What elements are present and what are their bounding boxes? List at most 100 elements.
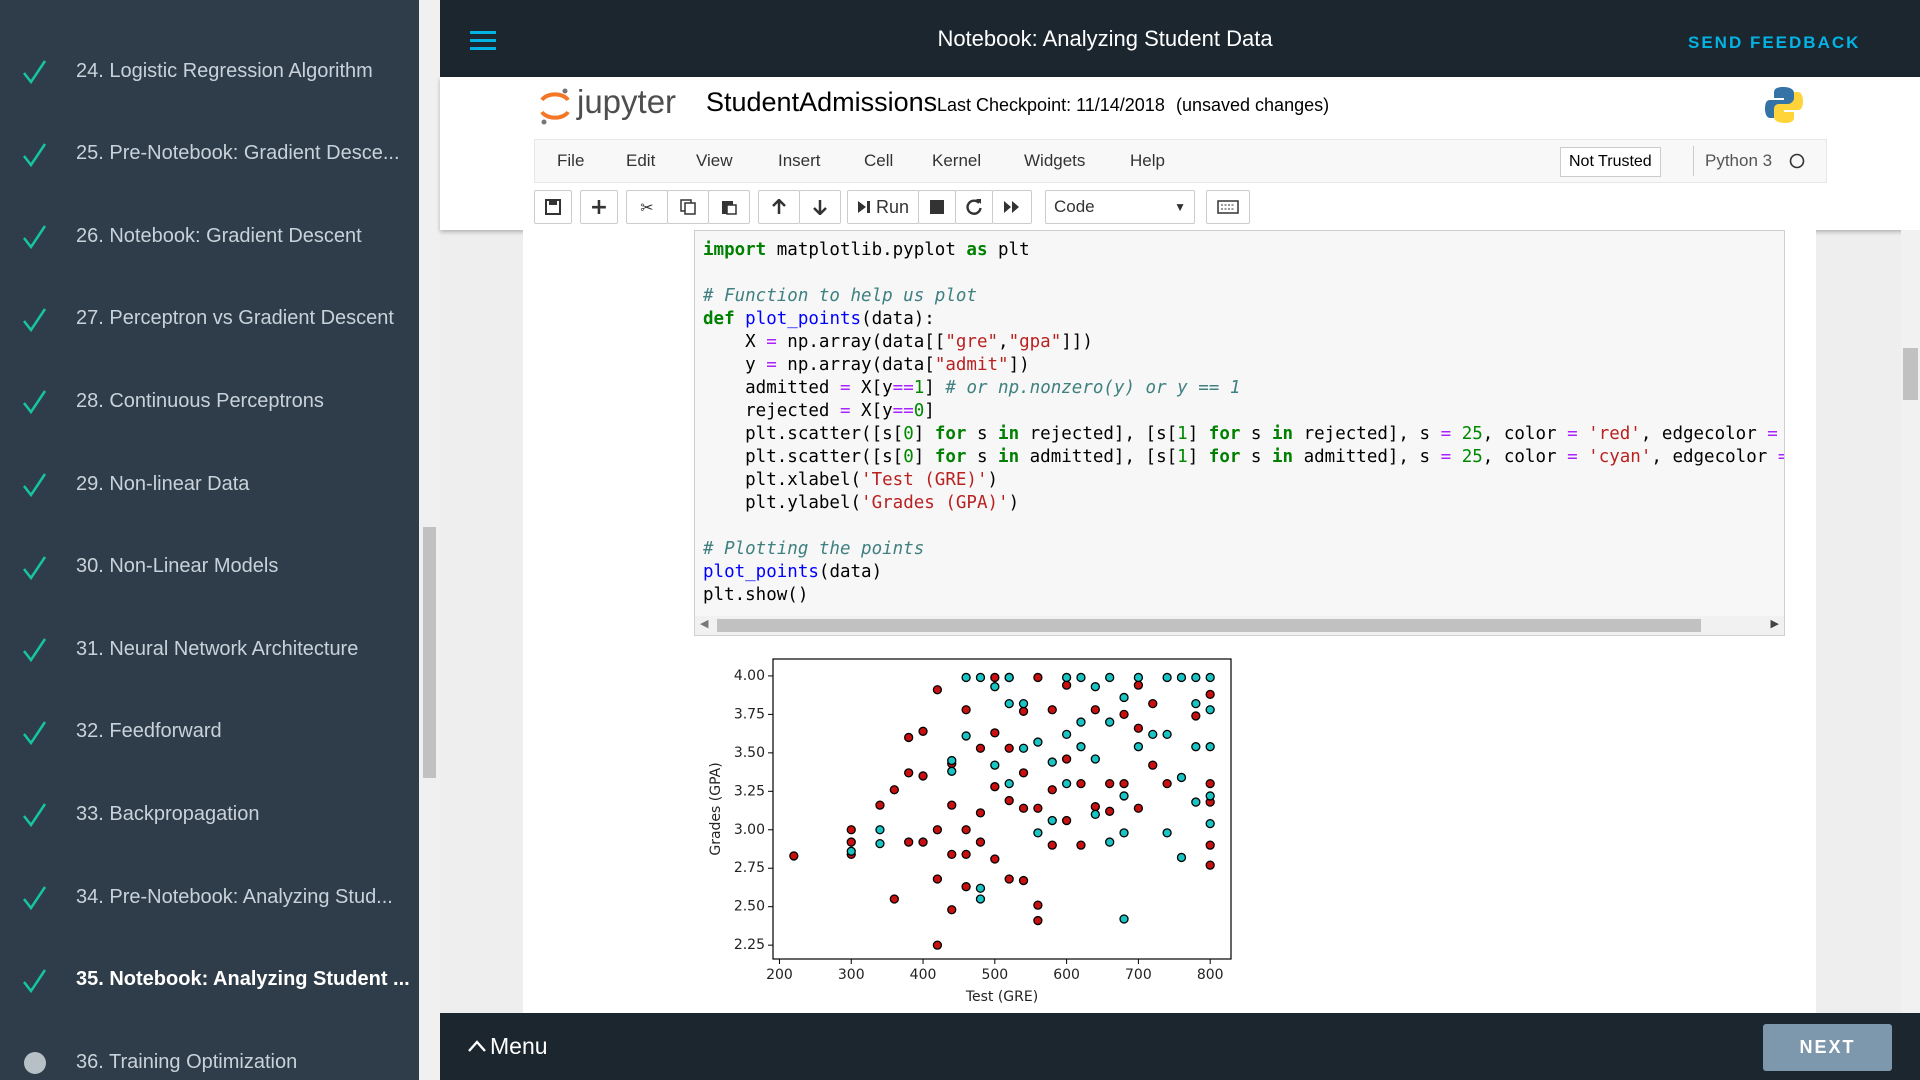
status-icon bbox=[23, 803, 47, 828]
trusted-indicator[interactable]: Not Trusted bbox=[1560, 147, 1661, 177]
page-scroll-thumb[interactable] bbox=[1903, 348, 1918, 400]
sidebar-item[interactable]: 31. Neural Network Architecture bbox=[0, 619, 419, 679]
scatter-point bbox=[1119, 692, 1129, 703]
next-button[interactable]: NEXT bbox=[1763, 1024, 1892, 1071]
hamburger[interactable] bbox=[470, 30, 496, 52]
sidebar-item[interactable]: 24. Logistic Regression Algorithm bbox=[0, 41, 419, 101]
menu-item[interactable]: View bbox=[696, 151, 733, 170]
y-tick-label: 4.00 bbox=[734, 668, 765, 684]
scatter-point bbox=[1018, 803, 1029, 813]
scatter-point bbox=[846, 825, 856, 835]
send-feedback[interactable]: SEND FEEDBACK bbox=[1688, 33, 1861, 52]
scatter-point bbox=[961, 849, 971, 860]
sidebar-item[interactable]: 26. Notebook: Gradient Descent bbox=[0, 206, 419, 266]
scatter-point bbox=[1033, 672, 1043, 683]
cell-type-select[interactable]: Code ▼ bbox=[1045, 190, 1195, 224]
menu-item[interactable]: Insert bbox=[778, 151, 821, 170]
scatter-point bbox=[1148, 698, 1158, 709]
move-up-button[interactable] bbox=[758, 190, 800, 224]
menu-item[interactable]: Widgets bbox=[1024, 151, 1086, 170]
scatter-point bbox=[1105, 837, 1115, 847]
scatter-point bbox=[932, 825, 943, 835]
keyboard-button[interactable] bbox=[1206, 190, 1250, 224]
restart-button[interactable] bbox=[955, 190, 993, 224]
menu-button[interactable]: Menu bbox=[490, 1033, 548, 1059]
scatter-point bbox=[1105, 806, 1115, 816]
scatter-point bbox=[947, 849, 957, 860]
sidebar-item[interactable]: 28. Continuous Perceptrons bbox=[0, 371, 419, 431]
menu-item[interactable]: Edit bbox=[626, 151, 656, 170]
status-icon bbox=[23, 308, 47, 332]
copy-button[interactable] bbox=[667, 190, 709, 224]
save-button[interactable] bbox=[534, 190, 572, 224]
scatter-point bbox=[1061, 680, 1072, 690]
sidebar-item[interactable]: 32. Feedforward bbox=[0, 702, 419, 762]
scatter-point bbox=[961, 672, 971, 683]
status-icon bbox=[23, 473, 47, 498]
notebook-name[interactable]: StudentAdmissions bbox=[706, 87, 938, 117]
y-tick-label: 3.25 bbox=[734, 783, 765, 799]
scroll-thumb[interactable] bbox=[423, 527, 436, 778]
sidebar-label: 36. Training Optimization bbox=[76, 1050, 298, 1073]
scatter-point bbox=[1018, 698, 1029, 709]
menu-item[interactable]: Kernel bbox=[932, 151, 982, 170]
check-mark bbox=[23, 968, 47, 993]
sidebar-item[interactable]: 35. Notebook: Analyzing Student ... bbox=[0, 950, 419, 1010]
sidebar: 24. Logistic Regression Algorithm 25. Pre… bbox=[0, 0, 419, 1080]
run-button[interactable]: Run bbox=[847, 190, 919, 224]
paste-button[interactable] bbox=[708, 190, 750, 224]
sidebar-scrollbar[interactable] bbox=[419, 0, 440, 1080]
scatter-point bbox=[1076, 778, 1086, 789]
sidebar-item[interactable]: 29. Non-linear Data bbox=[0, 454, 419, 514]
scatter-point bbox=[1133, 672, 1144, 683]
scatter-point bbox=[875, 825, 885, 835]
code-cell[interactable]: import matplotlib.pyplot as plt # Functio… bbox=[694, 230, 1785, 636]
x-tick-label: 800 bbox=[1197, 967, 1224, 983]
cut-button[interactable]: ✂ bbox=[626, 190, 668, 224]
scatter-point bbox=[1033, 915, 1043, 926]
code-line: X = np.array(data[["gre","gpa"]]) bbox=[703, 332, 1093, 352]
scatter-point bbox=[961, 705, 971, 715]
code-scroll-thumb[interactable] bbox=[717, 619, 1701, 632]
scatter-point bbox=[1191, 698, 1201, 709]
scatter-point bbox=[1076, 717, 1086, 727]
sidebar-item[interactable]: 36. Training Optimization bbox=[0, 1032, 419, 1080]
page-scrollbar[interactable] bbox=[1901, 230, 1920, 1013]
scatter-point bbox=[875, 838, 885, 849]
scatter-point bbox=[1205, 672, 1215, 683]
scatter-point bbox=[1105, 672, 1115, 683]
sidebar-item[interactable]: 33. Backpropagation bbox=[0, 784, 419, 844]
scatter-point bbox=[1033, 737, 1043, 747]
check-mark bbox=[23, 142, 47, 167]
insert-cell-button[interactable]: + bbox=[580, 190, 618, 224]
menu-item[interactable]: File bbox=[557, 151, 585, 170]
sidebar-item[interactable]: 30. Non-Linear Models bbox=[0, 537, 419, 597]
sidebar-item[interactable]: 34. Pre-Notebook: Analyzing Stud... bbox=[0, 867, 419, 927]
menu-caret bbox=[468, 1040, 486, 1052]
sidebar-label: 34. Pre-Notebook: Analyzing Stud... bbox=[76, 885, 393, 908]
scatter-point bbox=[975, 672, 986, 683]
scatter-point bbox=[1105, 717, 1115, 727]
menu-item[interactable]: Cell bbox=[864, 151, 894, 170]
menu-item[interactable]: Help bbox=[1130, 151, 1165, 170]
interrupt-button[interactable] bbox=[918, 190, 956, 224]
x-tick-label: 200 bbox=[766, 967, 793, 983]
code-scrollbar[interactable]: ◀ ▶ bbox=[695, 616, 1784, 635]
sidebar-item[interactable]: 27. Perceptron vs Gradient Descent bbox=[0, 289, 419, 349]
move-down-button[interactable] bbox=[799, 190, 841, 224]
y-tick-label: 3.00 bbox=[734, 822, 765, 838]
scatter-point bbox=[1090, 705, 1100, 715]
run-all-button[interactable] bbox=[992, 190, 1032, 224]
scatter-point bbox=[961, 882, 971, 892]
sidebar-label: 32. Feedforward bbox=[76, 720, 222, 743]
scatter-point bbox=[1061, 672, 1072, 683]
scatter-point bbox=[961, 825, 971, 835]
scatter-point bbox=[990, 854, 1000, 864]
scatter-point bbox=[1076, 840, 1086, 850]
scatter-point bbox=[1119, 709, 1129, 720]
scatter-point bbox=[1133, 680, 1144, 690]
scatter-point bbox=[1119, 914, 1129, 924]
scatter-point bbox=[1018, 743, 1029, 753]
sidebar-item[interactable]: 25. Pre-Notebook: Gradient Desce... bbox=[0, 124, 419, 184]
code-line: # Plotting the points bbox=[703, 539, 925, 559]
